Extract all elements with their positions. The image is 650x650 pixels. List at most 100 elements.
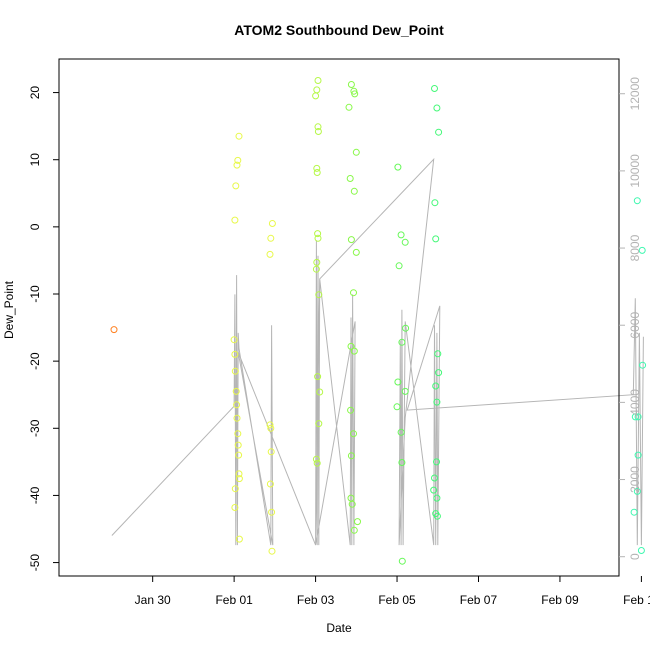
y-tick-label: 0 <box>28 223 42 230</box>
x-axis-label: Date <box>326 621 352 635</box>
dew-point-marker <box>313 86 321 94</box>
dew-point-marker <box>233 161 241 169</box>
dew-point-marker <box>232 387 240 395</box>
dew-point-marker <box>433 494 441 502</box>
altitude-series-line <box>111 157 644 546</box>
dew-point-marker <box>397 231 405 239</box>
dew-point-marker <box>267 448 275 456</box>
dew-point-marker <box>394 163 402 171</box>
dew-point-marker <box>347 342 355 350</box>
dew-point-marker <box>235 470 243 478</box>
x-tick-label: Feb 11 <box>623 593 650 607</box>
dew-point-marker <box>398 338 406 346</box>
dew-point-marker <box>234 156 242 164</box>
dew-point-marker <box>110 326 118 334</box>
y-tick-label: 20 <box>28 86 42 100</box>
dew-point-marker <box>266 480 274 488</box>
dew-point-marker <box>314 234 322 242</box>
dew-point-marker <box>638 246 646 254</box>
dew-point-marker <box>314 230 322 238</box>
y2-tick-label: 8000 <box>628 234 642 261</box>
dew-point-marker <box>633 197 641 205</box>
dew-point-marker <box>235 132 243 140</box>
dew-point-marker <box>433 458 440 466</box>
dew-point-marker <box>346 175 354 182</box>
plot-frame <box>58 58 620 577</box>
dew-point-marker <box>430 486 438 494</box>
y-tick-label: -40 <box>28 486 42 504</box>
dew-point-marker <box>634 451 642 459</box>
dew-point-marker <box>434 350 442 358</box>
dew-point-marker <box>398 557 406 565</box>
x-tick-label: Feb 09 <box>541 593 579 607</box>
dew-point-marker <box>637 547 645 554</box>
dew-point-marker <box>393 403 401 411</box>
y2-tick-label: 12000 <box>628 77 642 111</box>
x-tick-label: Feb 05 <box>378 593 416 607</box>
y-tick-label: -10 <box>28 285 42 303</box>
dew-point-marker <box>233 414 241 422</box>
dew-point-marker <box>350 526 358 534</box>
dew-point-marker <box>231 350 239 358</box>
dew-point-marker <box>435 369 443 377</box>
x-axis: Jan 30 Feb 01 Feb 03 Feb 05 Feb 07 Feb 09 Feb … <box>135 576 650 607</box>
dew-point-marker <box>268 220 276 227</box>
x-tick-label: Jan 30 <box>135 593 171 607</box>
dew-point-marker <box>402 324 410 332</box>
dew-point-marker <box>315 291 323 299</box>
dew-point-marker <box>231 367 239 375</box>
dew-point-marker <box>347 452 355 460</box>
dew-point-marker <box>234 430 242 438</box>
dew-point-marker <box>266 250 274 258</box>
dew-point-marker <box>397 428 405 436</box>
dew-point-marker <box>313 258 321 266</box>
dew-point-marker <box>312 265 320 273</box>
y2-tick-label: 6000 <box>628 312 642 339</box>
dew-point-marker <box>433 398 441 406</box>
y2-tick-label: 0 <box>628 553 642 560</box>
dew-point-marker <box>316 388 324 396</box>
x-tick-label: Feb 07 <box>460 593 498 607</box>
dew-point-marker <box>268 547 276 555</box>
dew-point-marker <box>631 413 639 421</box>
dew-point-marker <box>234 441 242 449</box>
dew-point-marker <box>312 455 320 463</box>
dew-point-marker <box>435 128 443 136</box>
dew-point-marker <box>347 494 355 502</box>
y-tick-label: -30 <box>28 419 42 437</box>
dew-point-points-layer <box>110 77 647 565</box>
dew-point-marker <box>266 421 274 429</box>
dew-point-marker <box>314 77 322 84</box>
dew-point-marker <box>634 413 642 421</box>
dew-point-marker <box>267 234 275 242</box>
dew-point-marker <box>347 81 355 88</box>
dew-point-marker <box>235 475 243 483</box>
dew-point-marker <box>431 85 438 92</box>
dew-point-marker <box>314 123 322 131</box>
dew-point-marker <box>350 430 357 438</box>
y-tick-label: 10 <box>28 153 42 167</box>
dew-point-marker <box>348 500 356 508</box>
dew-point-marker <box>431 474 438 482</box>
dew-point-marker <box>231 216 239 224</box>
y-axis-right: 0 2000 4000 6000 8000 10000 12000 <box>619 77 642 560</box>
y-axis-left: -50 -40 -30 -20 -10 0 10 20 <box>28 86 59 571</box>
chart-title: ATOM2 Southbound Dew_Point <box>234 22 444 38</box>
dew-point-marker <box>433 512 441 520</box>
y2-tick-label: 4000 <box>628 389 642 416</box>
dew-point-marker <box>630 508 638 516</box>
dew-point-marker <box>639 361 647 369</box>
dew-point-marker <box>633 487 641 495</box>
dew-point-marker <box>314 128 322 135</box>
altitude-line-layer <box>111 157 644 546</box>
dew-point-marker <box>394 378 402 386</box>
dew-point-marker <box>315 420 323 428</box>
y2-tick-label: 2000 <box>628 466 642 493</box>
dew-point-marker <box>235 451 243 459</box>
dew-point-marker <box>231 485 239 493</box>
dew-point-marker <box>312 92 320 100</box>
x-tick-label: Feb 03 <box>297 593 335 607</box>
dew-point-marker <box>267 424 275 432</box>
